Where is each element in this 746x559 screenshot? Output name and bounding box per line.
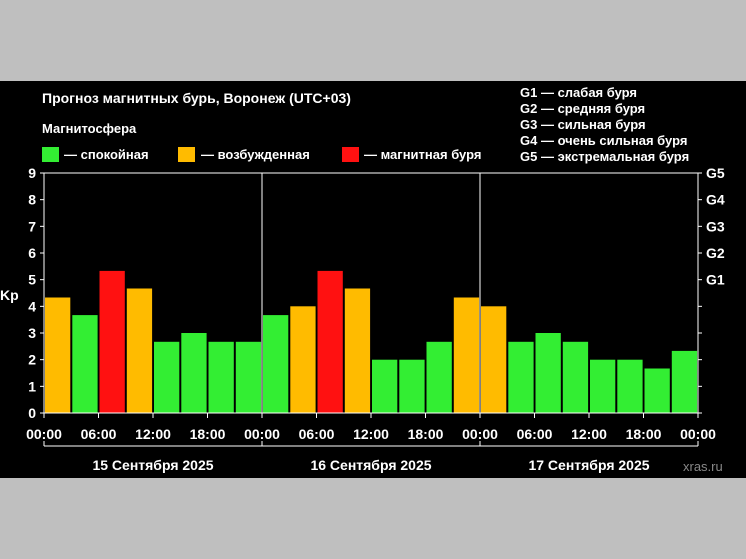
- x-tick-label: 12:00: [135, 426, 171, 442]
- kp-bar: [263, 315, 289, 413]
- kp-bar: [617, 359, 643, 413]
- kp-bar: [644, 368, 670, 413]
- kp-bar: [126, 288, 153, 413]
- legend-swatch-storm: [342, 147, 359, 162]
- kp-bar: [399, 359, 425, 413]
- g-tick-label: G3: [706, 218, 725, 234]
- y-tick-label: 6: [28, 245, 36, 261]
- kp-bar: [181, 333, 207, 413]
- x-tick-label: 00:00: [680, 426, 716, 442]
- x-tick-label: 12:00: [571, 426, 607, 442]
- x-tick-label: 06:00: [517, 426, 553, 442]
- kp-bar: [235, 341, 262, 413]
- legend-label-excited: — возбужденная: [201, 147, 310, 162]
- legend-swatch-calm: [42, 147, 59, 162]
- legend-swatch-excited: [178, 147, 195, 162]
- y-tick-label: 9: [28, 165, 36, 181]
- kp-bar: [72, 315, 98, 413]
- x-tick-label: 12:00: [353, 426, 389, 442]
- storm-scale-g5: G5 — экстремальная буря: [520, 149, 689, 164]
- day-label: 15 Сентября 2025: [92, 457, 213, 473]
- kp-bar: [562, 341, 589, 413]
- kp-bar: [372, 359, 398, 413]
- y-axis-label: Kp: [0, 287, 19, 303]
- kp-bar: [481, 306, 507, 413]
- kp-forecast-chart: Прогноз магнитных бурь, Воронеж (UTC+03)…: [0, 85, 725, 474]
- kp-bar: [671, 350, 698, 413]
- y-tick-label: 1: [28, 378, 36, 394]
- storm-scale-g4: G4 — очень сильная буря: [520, 133, 687, 148]
- kp-bar: [154, 341, 180, 413]
- x-tick-label: 00:00: [462, 426, 498, 442]
- y-tick-label: 2: [28, 352, 36, 368]
- storm-scale-g1: G1 — слабая буря: [520, 85, 637, 100]
- y-tick-label: 0: [28, 405, 36, 421]
- x-tick-label: 00:00: [26, 426, 62, 442]
- x-tick-label: 06:00: [299, 426, 335, 442]
- kp-bar: [590, 359, 616, 413]
- g-tick-label: G4: [706, 192, 725, 208]
- y-tick-label: 8: [28, 192, 36, 208]
- kp-bar: [317, 270, 343, 413]
- kp-bar: [290, 306, 316, 413]
- g-tick-label: G5: [706, 165, 725, 181]
- kp-bar: [426, 341, 452, 413]
- kp-bar: [453, 297, 480, 413]
- kp-bar: [344, 288, 371, 413]
- x-tick-label: 06:00: [81, 426, 117, 442]
- y-tick-label: 3: [28, 325, 36, 341]
- x-tick-label: 00:00: [244, 426, 280, 442]
- legend-label-calm: — спокойная: [64, 147, 149, 162]
- y-tick-label: 4: [28, 298, 36, 314]
- x-tick-label: 18:00: [626, 426, 662, 442]
- legend-label-storm: — магнитная буря: [364, 147, 481, 162]
- kp-bar: [208, 341, 234, 413]
- x-tick-label: 18:00: [408, 426, 444, 442]
- watermark: xras.ru: [683, 459, 723, 474]
- g-tick-label: G2: [706, 245, 725, 261]
- x-tick-label: 18:00: [190, 426, 226, 442]
- storm-scale-g3: G3 — сильная буря: [520, 117, 646, 132]
- kp-bar: [99, 270, 125, 413]
- day-label: 16 Сентября 2025: [310, 457, 431, 473]
- y-tick-label: 7: [28, 218, 36, 234]
- kp-bar: [508, 341, 534, 413]
- kp-bar: [535, 333, 561, 413]
- legend-heading: Магнитосфера: [42, 121, 137, 136]
- chart-title: Прогноз магнитных бурь, Воронеж (UTC+03): [42, 90, 351, 106]
- kp-bar: [45, 297, 71, 413]
- y-tick-label: 5: [28, 272, 36, 288]
- storm-scale-g2: G2 — средняя буря: [520, 101, 645, 116]
- chart-frame: Прогноз магнитных бурь, Воронеж (UTC+03)…: [0, 81, 746, 478]
- day-label: 17 Сентября 2025: [528, 457, 649, 473]
- g-tick-label: G1: [706, 272, 725, 288]
